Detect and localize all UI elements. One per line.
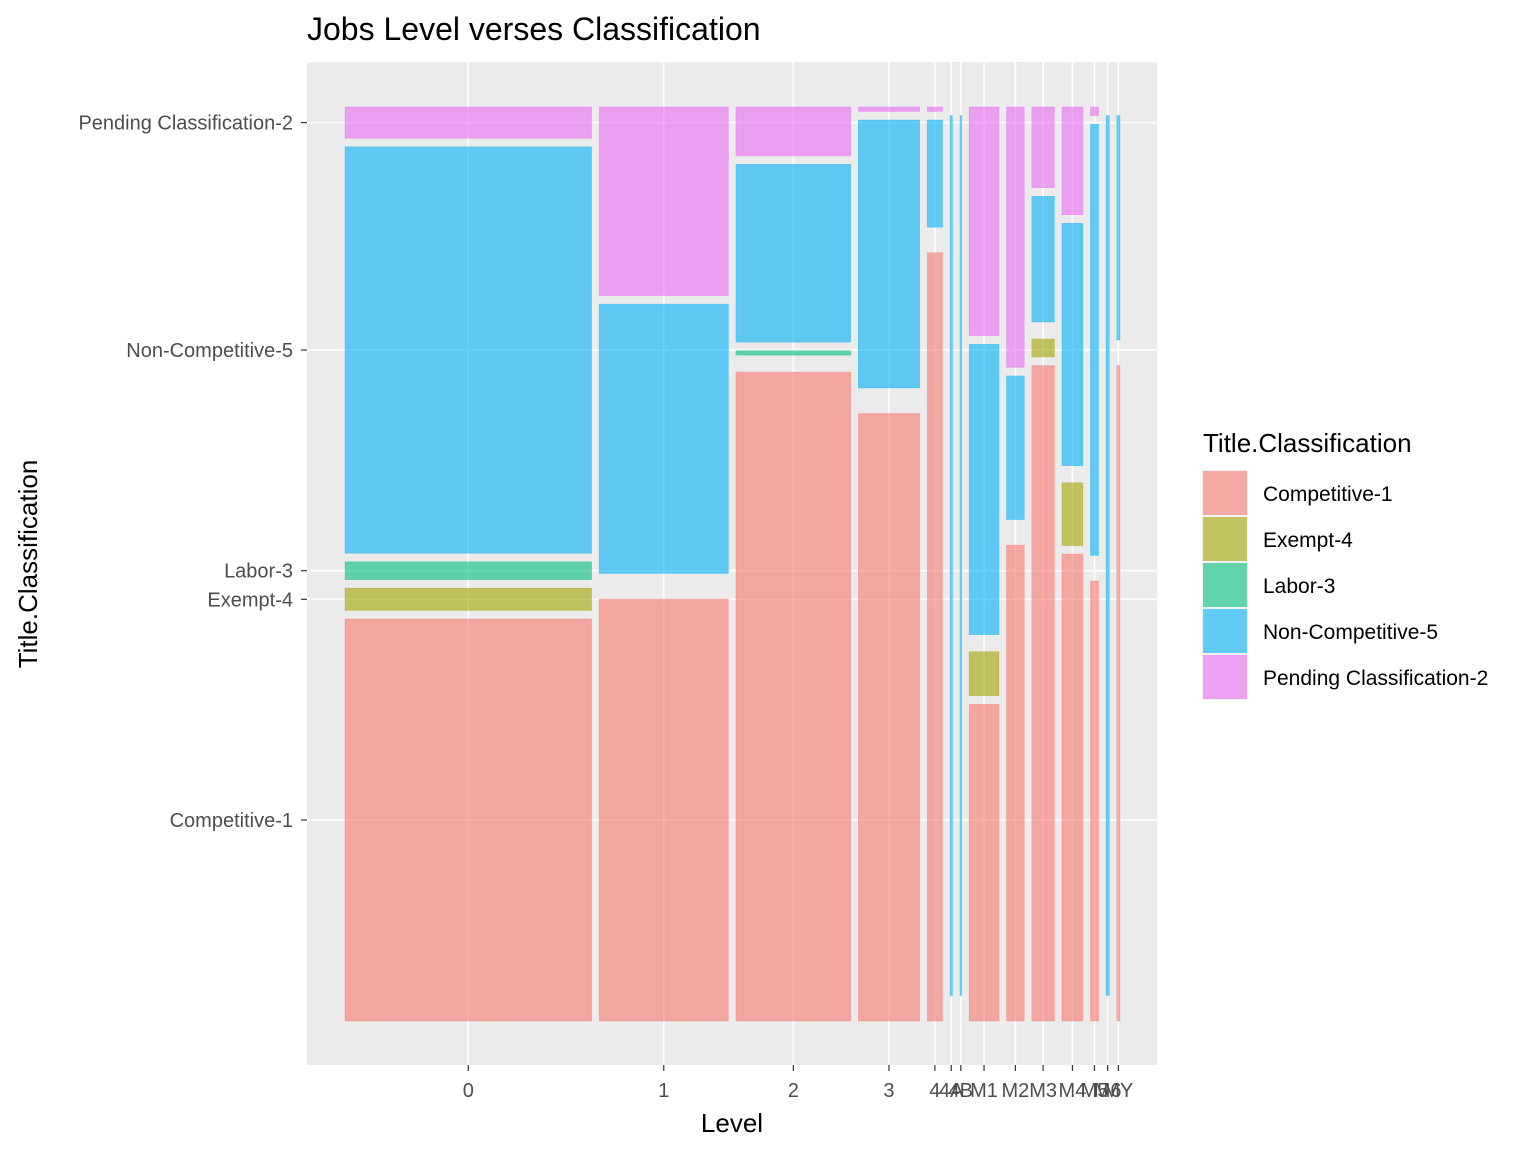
mosaic-tile-M3-pending-classification-2 <box>1031 106 1055 189</box>
mosaic-tile-1-competitive-1 <box>598 598 729 1022</box>
mosaic-tile-M5-non-competitive-5 <box>1090 124 1099 556</box>
x-tick-label: M6 <box>1094 1080 1122 1102</box>
legend-swatch <box>1203 563 1247 607</box>
mosaic-tile-1-non-competitive-5 <box>598 303 729 574</box>
legend-label: Pending Classification-2 <box>1263 667 1488 690</box>
mosaic-tile-4-pending-classification-2 <box>926 106 943 112</box>
mosaic-tile-3-competitive-1 <box>857 413 920 1022</box>
legend-swatch <box>1203 517 1247 561</box>
mosaic-tile-2-competitive-1 <box>735 371 851 1022</box>
mosaic-tile-0-competitive-1 <box>344 618 592 1022</box>
x-tick-label: 3 <box>883 1080 894 1102</box>
legend-label: Non-Competitive-5 <box>1263 621 1438 644</box>
x-tick-label: M4 <box>1059 1080 1087 1102</box>
chart-title: Jobs Level verses Classification <box>307 11 761 47</box>
legend: Title.Classification Competitive-1 Exempt… <box>1202 428 1488 700</box>
legend-swatch <box>1203 655 1247 699</box>
x-tick-label: 4A <box>939 1080 964 1102</box>
legend-swatch <box>1203 471 1247 515</box>
mosaic-tile-M4-exempt-4 <box>1061 482 1084 546</box>
legend-label: Exempt-4 <box>1263 529 1353 552</box>
y-tick-label: Competitive-1 <box>170 810 293 832</box>
mosaic-tile-M4-non-competitive-5 <box>1061 223 1084 466</box>
mosaic-tile-2-labor-3 <box>735 350 851 356</box>
mosaic-tile-2-pending-classification-2 <box>735 106 851 157</box>
mosaic-tile-0-pending-classification-2 <box>344 106 592 139</box>
mosaic-tile-M2-non-competitive-5 <box>1006 375 1025 520</box>
mosaic-tile-M3-non-competitive-5 <box>1031 196 1055 323</box>
x-axis-title: Level <box>701 1108 763 1138</box>
legend-label: Competitive-1 <box>1263 483 1393 506</box>
mosaic-tiles <box>344 106 1121 1022</box>
mosaic-tile-M2-pending-classification-2 <box>1006 106 1025 368</box>
x-tick-label: M2 <box>1001 1080 1029 1102</box>
legend-label: Labor-3 <box>1263 575 1335 598</box>
mosaic-tile-M2-competitive-1 <box>1006 544 1025 1022</box>
legend-title: Title.Classification <box>1203 428 1412 458</box>
y-tick-label: Non-Competitive-5 <box>126 340 293 362</box>
mosaic-tile-M3-exempt-4 <box>1031 338 1055 358</box>
x-tick-label: MY <box>1103 1080 1133 1102</box>
axes: Competitive-1 Exempt-4 Labor-3 Non-Competit… <box>78 113 1133 1102</box>
y-axis-title: Title.Classification <box>13 460 43 669</box>
mosaic-tile-3-pending-classification-2 <box>857 106 920 112</box>
mosaic-tile-MY-competitive-1 <box>1116 365 1121 1022</box>
y-tick-label: Labor-3 <box>224 561 293 583</box>
x-tick-label: M5 <box>1081 1080 1109 1102</box>
mosaic-tile-4-competitive-1 <box>926 252 943 1022</box>
mosaic-tile-0-labor-3 <box>344 561 592 580</box>
mosaic-tile-4A-non-competitive-5 <box>949 115 953 996</box>
mosaic-tile-M6-non-competitive-5 <box>1105 115 1110 996</box>
legend-swatch <box>1203 609 1247 653</box>
mosaic-tile-MY-non-competitive-5 <box>1116 115 1121 341</box>
mosaic-tile-0-non-competitive-5 <box>344 146 592 554</box>
y-tick-label: Pending Classification-2 <box>78 113 293 135</box>
mosaic-tile-M1-exempt-4 <box>968 651 1000 696</box>
mosaic-tile-4-non-competitive-5 <box>926 119 943 228</box>
mosaic-tile-2-non-competitive-5 <box>735 164 851 343</box>
mosaic-tile-M3-competitive-1 <box>1031 365 1055 1022</box>
mosaic-tile-M5-competitive-1 <box>1090 580 1099 1022</box>
x-tick-label: 4B <box>949 1080 973 1102</box>
mosaic-tile-1-pending-classification-2 <box>598 106 729 296</box>
mosaic-tile-3-non-competitive-5 <box>857 119 920 389</box>
mosaic-tile-M4-pending-classification-2 <box>1061 106 1084 216</box>
mosaic-tile-M4-competitive-1 <box>1061 553 1084 1022</box>
mosaic-tile-M1-competitive-1 <box>968 703 1000 1022</box>
x-tick-label: 4 <box>929 1080 940 1102</box>
x-tick-label: M3 <box>1029 1080 1057 1102</box>
y-tick-label: Exempt-4 <box>207 589 293 611</box>
mosaic-tile-M1-non-competitive-5 <box>968 344 1000 635</box>
mosaic-tile-M5-pending-classification-2 <box>1090 106 1099 117</box>
x-tick-label: 1 <box>658 1080 669 1102</box>
mosaic-tile-0-exempt-4 <box>344 587 592 611</box>
mosaic-tile-M1-pending-classification-2 <box>968 106 1000 337</box>
x-tick-label: 2 <box>788 1080 799 1102</box>
x-tick-label: M1 <box>970 1080 998 1102</box>
mosaic-tile-4B-non-competitive-5 <box>959 115 962 996</box>
x-tick-label: 0 <box>463 1080 474 1102</box>
